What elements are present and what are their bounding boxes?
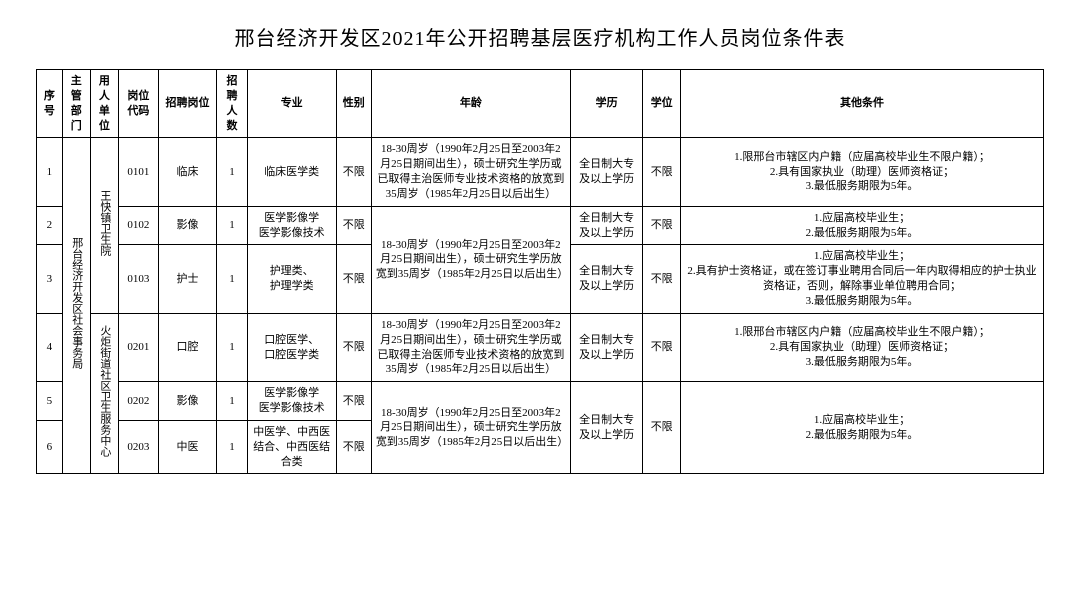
col-edu: 学历 — [570, 70, 643, 138]
cell-other: 1.应届高校毕业生；2.具有护士资格证，或在签订事业聘用合同后一年内取得相应的护… — [680, 245, 1043, 313]
cell-count: 1 — [217, 420, 247, 474]
cell-count: 1 — [217, 382, 247, 421]
cell-deg: 不限 — [643, 138, 680, 206]
col-unit: 用人单位 — [90, 70, 118, 138]
col-count: 招聘人数 — [217, 70, 247, 138]
col-major: 专业 — [247, 70, 336, 138]
col-deg: 学位 — [643, 70, 680, 138]
cell-sex: 不限 — [336, 245, 371, 313]
table-header-row: 序号 主管部门 用人单位 岗位代码 招聘岗位 招聘人数 专业 性别 年龄 学历 … — [37, 70, 1044, 138]
cell-code: 0203 — [118, 420, 158, 474]
cell-sex: 不限 — [336, 138, 371, 206]
cell-no: 6 — [37, 420, 63, 474]
unit-text: 王快镇卫生院 — [97, 190, 112, 256]
col-other: 其他条件 — [680, 70, 1043, 138]
cell-no: 3 — [37, 245, 63, 313]
cell-other: 1.限邢台市辖区内户籍（应届高校毕业生不限户籍）；2.具有国家执业（助理）医师资… — [680, 313, 1043, 381]
cell-age: 18-30周岁（1990年2月25日至2003年2月25日期间出生），硕士研究生… — [371, 313, 570, 381]
cell-major: 中医学、中西医结合、中西医结合类 — [247, 420, 336, 474]
cell-no: 2 — [37, 206, 63, 245]
cell-age: 18-30周岁（1990年2月25日至2003年2月25日期间出生），硕士研究生… — [371, 382, 570, 474]
col-sex: 性别 — [336, 70, 371, 138]
col-code: 岗位代码 — [118, 70, 158, 138]
table-row: 2 0102 影像 1 医学影像学医学影像技术 不限 18-30周岁（1990年… — [37, 206, 1044, 245]
cell-deg: 不限 — [643, 206, 680, 245]
cell-no: 4 — [37, 313, 63, 381]
cell-edu: 全日制大专及以上学历 — [570, 245, 643, 313]
page: 邢台经济开发区2021年公开招聘基层医疗机构工作人员岗位条件表 序号 主管部门 … — [0, 0, 1080, 605]
col-age: 年龄 — [371, 70, 570, 138]
dept-text: 邢台经济开发区社会事务局 — [69, 237, 84, 369]
table-row: 1 邢台经济开发区社会事务局 王快镇卫生院 0101 临床 1 临床医学类 不限… — [37, 138, 1044, 206]
col-pos: 招聘岗位 — [158, 70, 217, 138]
cell-other: 1.限邢台市辖区内户籍（应届高校毕业生不限户籍）；2.具有国家执业（助理）医师资… — [680, 138, 1043, 206]
cell-other: 1.应届高校毕业生；2.最低服务期限为5年。 — [680, 206, 1043, 245]
cell-unit: 王快镇卫生院 — [90, 138, 118, 313]
cell-major: 临床医学类 — [247, 138, 336, 206]
table-row: 5 0202 影像 1 医学影像学医学影像技术 不限 18-30周岁（1990年… — [37, 382, 1044, 421]
cell-pos: 护士 — [158, 245, 217, 313]
cell-major: 医学影像学医学影像技术 — [247, 382, 336, 421]
cell-unit: 火炬街道社区卫生服务中心 — [90, 313, 118, 474]
col-dept: 主管部门 — [62, 70, 90, 138]
cell-count: 1 — [217, 313, 247, 381]
col-no: 序号 — [37, 70, 63, 138]
cell-other: 1.应届高校毕业生；2.最低服务期限为5年。 — [680, 382, 1043, 474]
cell-major: 护理类、护理学类 — [247, 245, 336, 313]
cell-major: 医学影像学医学影像技术 — [247, 206, 336, 245]
cell-major: 口腔医学、口腔医学类 — [247, 313, 336, 381]
cell-code: 0201 — [118, 313, 158, 381]
cell-edu: 全日制大专及以上学历 — [570, 138, 643, 206]
cell-pos: 影像 — [158, 382, 217, 421]
cell-count: 1 — [217, 138, 247, 206]
cell-sex: 不限 — [336, 313, 371, 381]
cell-pos: 口腔 — [158, 313, 217, 381]
cell-age: 18-30周岁（1990年2月25日至2003年2月25日期间出生），硕士研究生… — [371, 138, 570, 206]
cell-age: 18-30周岁（1990年2月25日至2003年2月25日期间出生），硕士研究生… — [371, 206, 570, 313]
cell-pos: 中医 — [158, 420, 217, 474]
cell-count: 1 — [217, 206, 247, 245]
cell-code: 0101 — [118, 138, 158, 206]
cell-code: 0102 — [118, 206, 158, 245]
cell-sex: 不限 — [336, 382, 371, 421]
cell-code: 0103 — [118, 245, 158, 313]
cell-pos: 影像 — [158, 206, 217, 245]
cell-deg: 不限 — [643, 382, 680, 474]
cell-count: 1 — [217, 245, 247, 313]
unit-text: 火炬街道社区卫生服务中心 — [97, 325, 112, 457]
cell-deg: 不限 — [643, 245, 680, 313]
cell-dept: 邢台经济开发区社会事务局 — [62, 138, 90, 474]
cell-edu: 全日制大专及以上学历 — [570, 382, 643, 474]
cell-sex: 不限 — [336, 420, 371, 474]
cell-no: 1 — [37, 138, 63, 206]
positions-table: 序号 主管部门 用人单位 岗位代码 招聘岗位 招聘人数 专业 性别 年龄 学历 … — [36, 69, 1044, 474]
page-title: 邢台经济开发区2021年公开招聘基层医疗机构工作人员岗位条件表 — [36, 22, 1044, 51]
cell-code: 0202 — [118, 382, 158, 421]
cell-pos: 临床 — [158, 138, 217, 206]
cell-edu: 全日制大专及以上学历 — [570, 206, 643, 245]
cell-edu: 全日制大专及以上学历 — [570, 313, 643, 381]
cell-sex: 不限 — [336, 206, 371, 245]
cell-deg: 不限 — [643, 313, 680, 381]
table-row: 4 火炬街道社区卫生服务中心 0201 口腔 1 口腔医学、口腔医学类 不限 1… — [37, 313, 1044, 381]
cell-no: 5 — [37, 382, 63, 421]
